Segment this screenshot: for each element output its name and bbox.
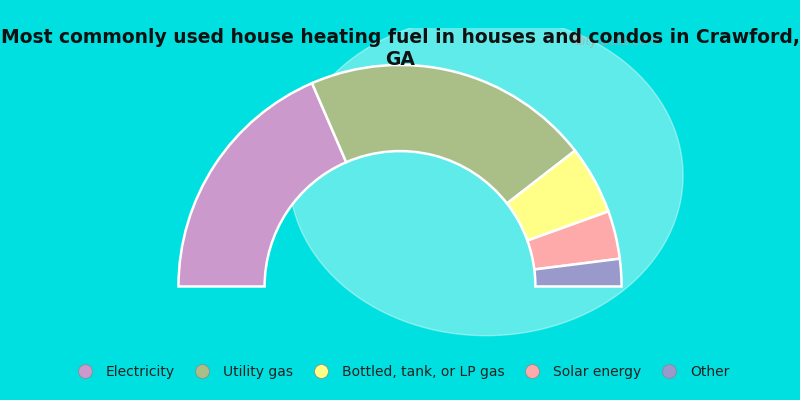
Ellipse shape bbox=[290, 16, 683, 336]
Wedge shape bbox=[507, 151, 609, 241]
Wedge shape bbox=[178, 83, 346, 286]
Text: City-Data.com: City-Data.com bbox=[574, 35, 658, 48]
Wedge shape bbox=[312, 65, 575, 204]
Wedge shape bbox=[527, 212, 620, 270]
Legend: Electricity, Utility gas, Bottled, tank, or LP gas, Solar energy, Other: Electricity, Utility gas, Bottled, tank,… bbox=[65, 360, 735, 384]
Wedge shape bbox=[534, 259, 622, 286]
Text: Most commonly used house heating fuel in houses and condos in Crawford, GA: Most commonly used house heating fuel in… bbox=[1, 28, 799, 69]
